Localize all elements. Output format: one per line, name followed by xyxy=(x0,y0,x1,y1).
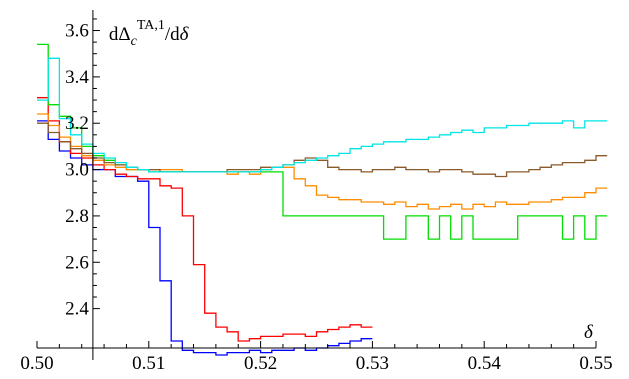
y-title-sub: c xyxy=(131,34,138,49)
x-tick-label: 0.50 xyxy=(20,353,53,374)
y-title-tail: /d xyxy=(165,24,180,45)
series-layer xyxy=(37,43,608,356)
series-line-4 xyxy=(37,113,608,210)
x-tick-label: 0.55 xyxy=(579,353,612,374)
series-line-6 xyxy=(37,57,608,173)
y-axis-title: dΔcTA,1/dδ xyxy=(109,18,190,49)
y-title-main: dΔ xyxy=(109,24,131,45)
ticks-layer: 0.50 0.51 0.52 0.53 0.54 0.55 2.4 2.6 2.8 3.0 3.2 3… xyxy=(20,18,613,374)
y-tick-label: 3.2 xyxy=(65,113,89,134)
y-title-sup: TA,1 xyxy=(137,18,165,33)
y-tick-label: 2.6 xyxy=(65,252,89,273)
y-tick-label: 3.4 xyxy=(65,67,89,88)
series-line-3 xyxy=(37,43,608,240)
x-axis-title: δ xyxy=(584,322,594,343)
y-tick-label: 3.0 xyxy=(65,160,89,181)
axes-layer xyxy=(37,10,596,360)
x-tick-label: 0.54 xyxy=(468,353,502,374)
x-tick-label: 0.52 xyxy=(244,353,277,374)
y-tick-label: 3.6 xyxy=(65,21,89,42)
y-tick-label: 2.8 xyxy=(65,206,89,227)
y-tick-label: 2.4 xyxy=(65,299,89,320)
series-line-5 xyxy=(37,122,608,178)
x-tick-label: 0.53 xyxy=(356,353,389,374)
x-tick-label: 0.51 xyxy=(132,353,165,374)
y-title-var: δ xyxy=(180,24,190,45)
